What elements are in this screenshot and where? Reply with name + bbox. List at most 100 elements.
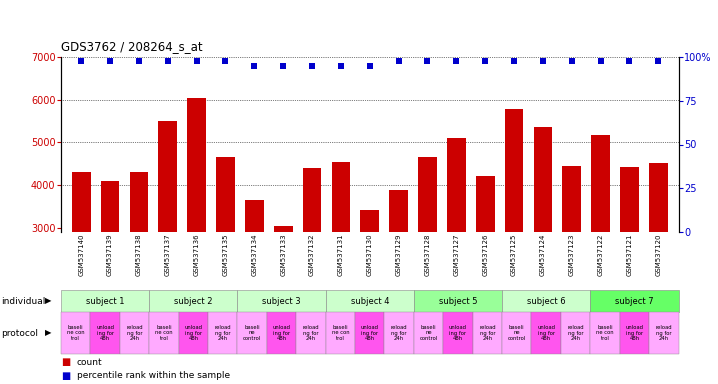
Text: baseli
ne
control: baseli ne control bbox=[508, 325, 526, 341]
Text: GSM537140: GSM537140 bbox=[78, 233, 84, 276]
Bar bbox=[414, 312, 443, 354]
Point bbox=[162, 58, 174, 64]
Bar bbox=[447, 138, 466, 232]
Text: individual: individual bbox=[1, 296, 46, 306]
Text: ■: ■ bbox=[61, 358, 70, 367]
Point bbox=[104, 58, 116, 64]
Bar bbox=[61, 290, 149, 312]
Text: GSM537130: GSM537130 bbox=[367, 233, 373, 276]
Point bbox=[248, 63, 260, 69]
Bar bbox=[61, 312, 90, 354]
Point bbox=[220, 58, 231, 64]
Bar bbox=[120, 312, 149, 354]
Text: reload
ng for
24h: reload ng for 24h bbox=[656, 325, 672, 341]
Bar bbox=[326, 290, 414, 312]
Text: GSM537123: GSM537123 bbox=[569, 233, 574, 276]
Bar bbox=[533, 127, 552, 232]
Bar bbox=[179, 312, 208, 354]
Text: percentile rank within the sample: percentile rank within the sample bbox=[77, 371, 230, 380]
Bar bbox=[472, 312, 502, 354]
Text: subject 7: subject 7 bbox=[615, 296, 653, 306]
Point bbox=[537, 58, 549, 64]
Bar bbox=[389, 190, 408, 232]
Bar bbox=[303, 168, 322, 232]
Text: GSM537136: GSM537136 bbox=[194, 233, 200, 276]
Point bbox=[421, 58, 433, 64]
Text: reload
ng for
24h: reload ng for 24h bbox=[567, 325, 584, 341]
Bar bbox=[208, 312, 238, 354]
Bar bbox=[267, 312, 297, 354]
Text: GSM537134: GSM537134 bbox=[251, 233, 257, 276]
Text: baseli
ne con
trol: baseli ne con trol bbox=[332, 325, 349, 341]
Point bbox=[566, 58, 577, 64]
Text: reload
ng for
24h: reload ng for 24h bbox=[303, 325, 320, 341]
Point bbox=[191, 58, 202, 64]
Text: baseli
ne con
trol: baseli ne con trol bbox=[155, 325, 173, 341]
Bar bbox=[414, 290, 502, 312]
Bar bbox=[149, 312, 179, 354]
Text: GSM537138: GSM537138 bbox=[136, 233, 142, 276]
Bar bbox=[502, 290, 590, 312]
Bar bbox=[649, 163, 668, 232]
Text: GDS3762 / 208264_s_at: GDS3762 / 208264_s_at bbox=[61, 40, 202, 53]
Point bbox=[451, 58, 462, 64]
Bar bbox=[384, 312, 414, 354]
Text: GSM537131: GSM537131 bbox=[338, 233, 344, 276]
Text: ▶: ▶ bbox=[45, 328, 52, 338]
Bar bbox=[591, 135, 610, 232]
Bar bbox=[561, 312, 590, 354]
Bar bbox=[187, 98, 206, 232]
Text: baseli
ne
control: baseli ne control bbox=[243, 325, 261, 341]
Text: ▶: ▶ bbox=[45, 296, 52, 306]
Bar bbox=[502, 312, 531, 354]
Text: GSM537127: GSM537127 bbox=[453, 233, 460, 276]
Text: subject 1: subject 1 bbox=[86, 296, 124, 306]
Text: GSM537125: GSM537125 bbox=[511, 233, 517, 276]
Text: GSM537139: GSM537139 bbox=[107, 233, 113, 276]
Text: GSM537133: GSM537133 bbox=[280, 233, 286, 276]
Bar bbox=[326, 312, 355, 354]
Text: unload
ing for
48h: unload ing for 48h bbox=[537, 325, 555, 341]
Point bbox=[624, 58, 635, 64]
Bar bbox=[590, 312, 620, 354]
Bar bbox=[129, 172, 149, 232]
Text: unload
ing for
48h: unload ing for 48h bbox=[273, 325, 291, 341]
Bar bbox=[274, 225, 293, 232]
Text: reload
ng for
24h: reload ng for 24h bbox=[391, 325, 408, 341]
Text: GSM537122: GSM537122 bbox=[597, 233, 604, 276]
Text: subject 2: subject 2 bbox=[174, 296, 213, 306]
Bar bbox=[505, 109, 523, 232]
Point bbox=[277, 63, 289, 69]
Bar bbox=[476, 175, 495, 232]
Text: GSM537129: GSM537129 bbox=[396, 233, 401, 276]
Text: subject 4: subject 4 bbox=[350, 296, 389, 306]
Bar bbox=[562, 166, 581, 232]
Point bbox=[508, 58, 520, 64]
Bar bbox=[297, 312, 326, 354]
Bar bbox=[332, 162, 350, 232]
Bar bbox=[360, 210, 379, 232]
Text: unload
ing for
48h: unload ing for 48h bbox=[625, 325, 643, 341]
Bar bbox=[72, 172, 90, 232]
Text: GSM537137: GSM537137 bbox=[165, 233, 171, 276]
Point bbox=[335, 63, 347, 69]
Bar bbox=[531, 312, 561, 354]
Bar bbox=[216, 157, 235, 232]
Bar bbox=[238, 290, 326, 312]
Point bbox=[75, 58, 87, 64]
Point bbox=[480, 58, 491, 64]
Text: GSM537124: GSM537124 bbox=[540, 233, 546, 276]
Bar bbox=[90, 312, 120, 354]
Text: GSM537121: GSM537121 bbox=[627, 233, 633, 276]
Bar bbox=[649, 312, 679, 354]
Text: GSM537128: GSM537128 bbox=[424, 233, 431, 276]
Text: baseli
ne
control: baseli ne control bbox=[419, 325, 438, 341]
Point bbox=[595, 58, 606, 64]
Text: reload
ng for
24h: reload ng for 24h bbox=[479, 325, 495, 341]
Bar bbox=[590, 290, 679, 312]
Text: unload
ing for
48h: unload ing for 48h bbox=[360, 325, 379, 341]
Text: subject 3: subject 3 bbox=[262, 296, 301, 306]
Bar bbox=[159, 121, 177, 232]
Text: GSM537120: GSM537120 bbox=[656, 233, 661, 276]
Text: count: count bbox=[77, 358, 103, 367]
